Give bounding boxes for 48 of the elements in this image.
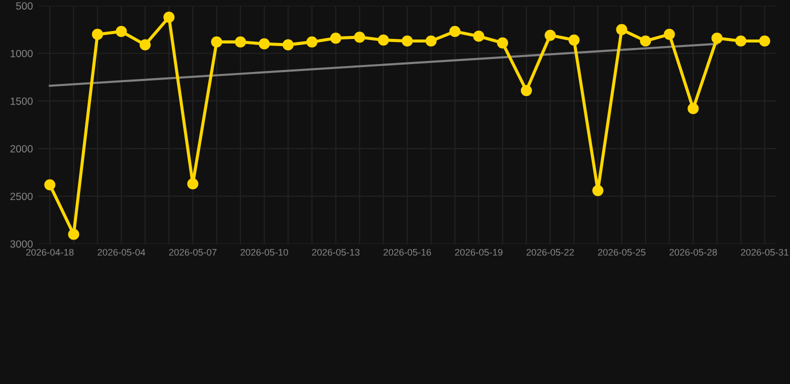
x-tick-label: 2026-05-07 [169, 248, 216, 256]
point [688, 103, 699, 114]
point [449, 26, 460, 38]
point [735, 35, 746, 47]
point [378, 34, 389, 46]
point [473, 30, 484, 42]
point [354, 32, 366, 43]
point [711, 32, 723, 44]
point [68, 228, 80, 240]
point [544, 30, 556, 41]
point [92, 28, 104, 40]
y-tick-label: 3000 [10, 240, 33, 248]
point [187, 178, 198, 190]
point [211, 36, 222, 48]
point [664, 28, 675, 40]
x-tick-label: 2026-05-16 [384, 248, 431, 256]
y-tick-label: 500 [16, 2, 33, 10]
x-tick-label: 2026-05-19 [455, 248, 502, 256]
point [116, 26, 127, 38]
x-tick-label: 2026-05-13 [312, 248, 360, 256]
point [592, 184, 604, 196]
point [426, 35, 437, 47]
point [306, 36, 318, 48]
x-tick-label: 2026-04-18 [26, 248, 74, 256]
point [234, 36, 246, 48]
point [282, 39, 294, 50]
point [640, 35, 652, 47]
point [402, 35, 413, 47]
x-tick-label: 2026-05-22 [526, 248, 574, 256]
x-tick-label: 2026-05-10 [240, 248, 288, 256]
point [258, 38, 270, 50]
point [520, 84, 532, 96]
point [163, 12, 175, 23]
point [616, 24, 628, 36]
y-tick-label: 1000 [10, 50, 33, 58]
x-tick-label: 2026-05-28 [669, 248, 717, 256]
x-tick-label: 2026-05-04 [98, 248, 146, 256]
point [497, 37, 508, 48]
point [759, 35, 770, 47]
point [140, 39, 151, 50]
y-tick-label: 2500 [10, 192, 33, 200]
x-tick-label: 2026-05-25 [598, 248, 646, 256]
y-tick-label: 1500 [10, 97, 33, 105]
point [330, 32, 342, 44]
point [44, 179, 56, 190]
point [568, 34, 580, 46]
y-tick-label: 2000 [10, 145, 33, 152]
x-tick-label: 2026-05-31 [740, 248, 788, 256]
